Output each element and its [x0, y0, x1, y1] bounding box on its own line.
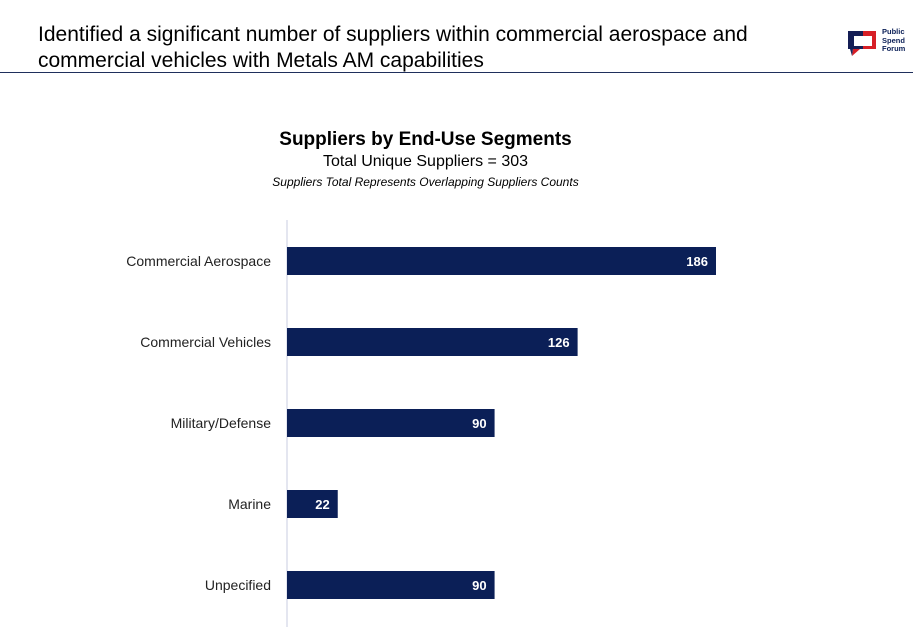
logo-line: Public — [882, 27, 905, 36]
speech-bubble-logo-icon — [848, 31, 876, 56]
chart-heading: Suppliers by End-Use Segments Total Uniq… — [0, 128, 913, 190]
category-label: Commercial Vehicles — [140, 334, 271, 350]
chart-note: Suppliers Total Represents Overlapping S… — [272, 175, 579, 189]
data-label: 90 — [472, 578, 486, 593]
bar — [287, 490, 338, 518]
chart-title: Suppliers by End-Use Segments — [279, 129, 572, 150]
category-label: Unpecified — [205, 577, 271, 593]
category-label: Marine — [228, 496, 271, 512]
logo-wordmark: Public Spend Forum — [882, 27, 912, 54]
chart-subtitle: Total Unique Suppliers = 303 — [322, 153, 529, 170]
data-label: 186 — [686, 254, 708, 269]
slide-title: Identified a significant number of suppl… — [38, 23, 748, 72]
category-label: Military/Defense — [171, 415, 272, 431]
data-label: 90 — [472, 416, 486, 431]
public-spend-forum-logo: Public Spend Forum — [846, 27, 910, 57]
data-label: 22 — [315, 497, 329, 512]
logo-line: Forum — [882, 44, 906, 53]
title-divider — [0, 72, 913, 73]
category-label: Commercial Aerospace — [126, 253, 271, 269]
bar — [287, 571, 495, 599]
data-label: 126 — [548, 335, 570, 350]
bar — [287, 409, 495, 437]
logo-line: Spend — [882, 35, 905, 45]
bar — [287, 328, 578, 356]
bar — [287, 247, 716, 275]
